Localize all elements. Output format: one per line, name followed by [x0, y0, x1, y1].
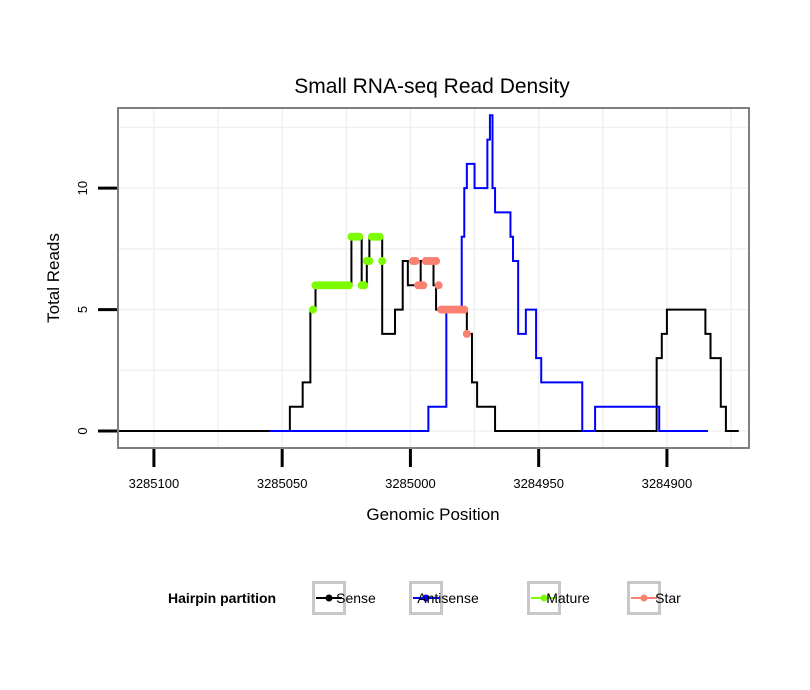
- x-tick-label: 3284950: [513, 476, 564, 491]
- chart-title: Small RNA-seq Read Density: [294, 75, 570, 98]
- star-point: [411, 257, 420, 265]
- x-tick-label: 3285000: [385, 476, 436, 491]
- y-axis-title: Total Reads: [44, 233, 63, 323]
- legend-key-point-sense: [325, 594, 333, 602]
- legend-item-star: Star: [627, 581, 681, 615]
- y-axis: 0 5 10: [75, 181, 117, 435]
- legend-item-sense: Sense: [312, 581, 376, 615]
- star-point: [419, 281, 428, 290]
- panel-border: [117, 107, 750, 449]
- mature-point: [375, 232, 384, 241]
- plot-panel: [115, 107, 750, 449]
- mature-point: [344, 281, 353, 290]
- legend-label-star: Star: [655, 590, 681, 606]
- legend-key-point-star: [640, 594, 648, 602]
- mature-point: [360, 281, 369, 290]
- y-tick-label: 10: [75, 181, 90, 195]
- legend-label-antisense: Antisense: [417, 590, 479, 606]
- star-point: [460, 305, 469, 314]
- legend-title: Hairpin partition: [168, 590, 276, 606]
- y-tick-label: 5: [75, 306, 90, 313]
- mature-point: [308, 305, 317, 314]
- y-tick-label: 0: [75, 427, 90, 434]
- legend-label-mature: Mature: [546, 590, 590, 606]
- series-layer: [115, 114, 739, 432]
- x-axis: 3285100 3285050 3285000 3284950 3284900: [129, 449, 693, 491]
- legend-key-point-antisense: [422, 594, 430, 602]
- star-point: [434, 281, 443, 290]
- x-tick-label: 3285050: [257, 476, 308, 491]
- mature-point: [378, 257, 387, 265]
- star-point: [462, 329, 471, 338]
- x-tick-label: 3285100: [129, 476, 180, 491]
- legend-item-antisense: Antisense: [409, 581, 479, 615]
- star-point: [432, 257, 441, 265]
- mature-point: [355, 232, 364, 241]
- legend-label-sense: Sense: [336, 590, 376, 606]
- x-axis-title: Genomic Position: [366, 505, 499, 524]
- legend: Hairpin partition Sense Antisense Mature St…: [168, 581, 681, 615]
- mature-point: [365, 257, 374, 265]
- legend-key-point-mature: [540, 594, 548, 602]
- antisense-series-line: [269, 114, 708, 432]
- legend-item-mature: Mature: [527, 581, 590, 615]
- x-tick-label: 3284900: [642, 476, 693, 491]
